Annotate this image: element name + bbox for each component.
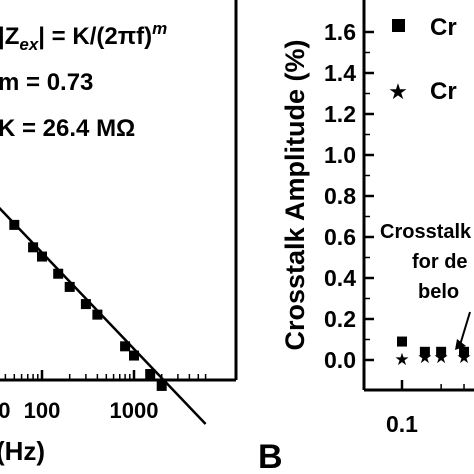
panel-b-square-point xyxy=(436,346,447,357)
panel-b-y-tick-label: 1.6 xyxy=(324,19,356,45)
legend-square-marker xyxy=(392,19,405,32)
panel-a-x-tick-label-partial: 10 xyxy=(0,398,10,423)
panel-a-x-tick-label: 100 xyxy=(24,398,61,423)
panel-a-point xyxy=(53,268,64,279)
panel-b-y-tick-label: 0.2 xyxy=(324,306,356,332)
panel-a-data-points xyxy=(9,219,167,391)
annotation-line-3: belo xyxy=(418,281,459,303)
panel-b-label: B xyxy=(258,438,283,474)
panel-b-y-tick-label: 1.4 xyxy=(324,60,356,86)
panel-a-fit-line xyxy=(0,206,207,425)
panel-a-point xyxy=(37,251,47,262)
panel-a-point xyxy=(92,309,103,320)
panel-a-x-ticks: 100 1000 10 xyxy=(0,370,207,423)
legend-label-1: Cr xyxy=(430,14,457,41)
annotation-arrowhead xyxy=(455,339,466,350)
legend-label-2: Cr xyxy=(430,78,457,105)
panel-b: B Crosstalk Amplitude (%) 0.00.20.40.60.… xyxy=(258,0,474,474)
panel-a-formula: |Zex| = K/(2πf)m xyxy=(0,19,167,54)
annotation-line-2: for de xyxy=(412,251,468,273)
panel-a-point xyxy=(9,219,20,230)
panel-b-star-point: ★ xyxy=(434,348,449,367)
panel-b-y-tick-label: 1.0 xyxy=(324,142,356,168)
panel-b-y-axis-label: Crosstalk Amplitude (%) xyxy=(280,39,310,350)
panel-a-k-label: K = 26.4 MΩ xyxy=(0,115,135,142)
panel-b-x-tick-label: 0.1 xyxy=(386,411,418,437)
panel-b-star-point: ★ xyxy=(417,348,432,367)
panel-b-data-points: ★ ★ ★ ★ xyxy=(394,336,472,369)
panel-b-y-tick-label: 0.4 xyxy=(324,265,356,291)
panel-a-x-tick-label: 1000 xyxy=(110,398,159,423)
panel-b-star-point: ★ xyxy=(394,350,409,369)
panel-b-y-ticks: 0.0 0.2 0.4 0.6 0.8 1.0 1.2 1.4 1.6 xyxy=(324,19,374,373)
panel-b-x-ticks: 0.1 xyxy=(386,380,465,437)
panel-a: 100 1000 10 |Zex| = K/(2πf)m m = 0.73 K = … xyxy=(0,0,238,466)
annotation-line-1: Crosstalk xyxy=(380,221,472,243)
panel-b-y-tick-label: 0.0 xyxy=(324,347,356,373)
panel-a-exponent-label: m = 0.73 xyxy=(0,69,93,96)
panel-b-legend: Cr ★ Cr xyxy=(388,14,457,105)
panel-a-point xyxy=(129,350,139,361)
panel-b-y-tick-label: 0.6 xyxy=(324,224,356,250)
panel-a-point xyxy=(145,369,156,380)
panel-b-square-point xyxy=(397,336,407,347)
panel-b-square-point xyxy=(419,346,430,357)
legend-star-marker: ★ xyxy=(388,79,408,104)
panel-a-point xyxy=(120,341,131,352)
panel-a-x-axis-label: (Hz) xyxy=(0,436,45,466)
panel-b-y-tick-label: 1.2 xyxy=(324,101,356,127)
annotation-arrow xyxy=(459,311,471,346)
panel-b-star-point: ★ xyxy=(456,348,471,367)
panel-b-square-point xyxy=(459,346,470,357)
panel-b-annotation: Crosstalk for de belo xyxy=(380,221,472,350)
panel-a-point xyxy=(80,299,91,310)
panel-a-point xyxy=(64,281,75,292)
panel-a-point xyxy=(28,242,39,253)
panel-b-y-tick-label: 0.8 xyxy=(324,183,356,209)
panel-a-point xyxy=(156,380,167,391)
